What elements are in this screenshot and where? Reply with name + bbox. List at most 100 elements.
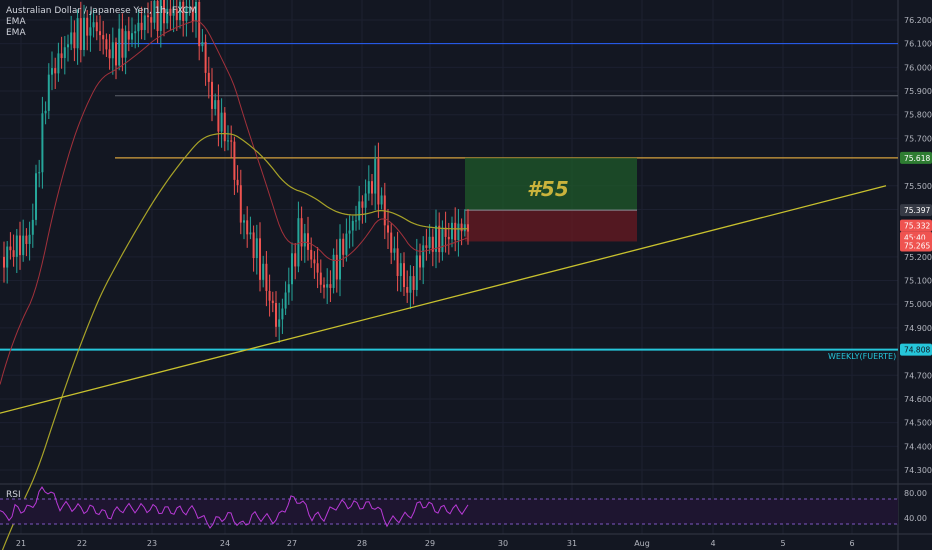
candle-body: [451, 222, 453, 240]
candle-body: [15, 235, 18, 257]
candle-body: [326, 284, 329, 288]
candle-body: [134, 31, 137, 34]
price-tick-label: 75.500: [904, 182, 932, 191]
candle-body: [169, 8, 172, 16]
candle-body: [259, 238, 261, 280]
candle-body: [342, 238, 345, 255]
candle-body: [252, 232, 255, 259]
candle-body: [102, 35, 105, 40]
candle-body: [393, 248, 396, 253]
ascending-trendline: [0, 185, 887, 414]
candle-body: [348, 230, 351, 234]
candle-body: [371, 181, 373, 194]
candle-body: [374, 158, 377, 194]
candle-body: [313, 259, 316, 264]
candle-body: [115, 42, 117, 66]
candle-body: [339, 238, 341, 280]
candle-body: [227, 140, 229, 142]
candle-body: [41, 113, 44, 173]
candle-body: [406, 287, 409, 293]
ema-indicator-2[interactable]: EMA: [6, 28, 26, 38]
price-tag-label: 75.618: [904, 154, 930, 163]
candle-body: [54, 68, 57, 74]
candle-body: [214, 100, 217, 109]
candle-body: [195, 1, 197, 22]
time-tick-label: 28: [357, 539, 367, 548]
candle-body: [147, 15, 149, 18]
candle-body: [191, 7, 194, 22]
candle-body: [358, 201, 361, 221]
candle-body: [377, 158, 380, 205]
candle-body: [163, 0, 165, 24]
candle-body: [220, 112, 223, 132]
candle-body: [3, 256, 5, 268]
candle-body: [297, 218, 300, 267]
candle-body: [246, 220, 249, 235]
stop-zone: [465, 210, 637, 242]
price-tag: [900, 343, 932, 356]
candle-body: [435, 225, 437, 252]
time-tick-label: 22: [77, 539, 87, 548]
weekly-label: WEEKLY(FUERTE): [828, 352, 897, 361]
price-tick-label: 74.300: [904, 466, 932, 475]
price-tick-label: 74.600: [904, 395, 932, 404]
candle-body: [9, 246, 12, 251]
candle-body: [239, 185, 242, 223]
candle-body: [19, 235, 21, 256]
symbol-title[interactable]: Australian Dollar / Japanese Yen, 1h, FX…: [6, 6, 197, 16]
candle-body: [150, 17, 153, 23]
candle-body: [233, 141, 236, 180]
time-tick-label: 24: [220, 539, 230, 548]
candle-body: [355, 220, 357, 222]
candle-body: [31, 219, 34, 235]
candle-body: [47, 74, 50, 111]
candle-body: [419, 255, 421, 268]
candle-body: [76, 18, 79, 49]
candle-body: [431, 236, 434, 252]
candle-body: [198, 1, 201, 47]
candle-body: [335, 254, 338, 280]
candle-body: [278, 319, 281, 327]
candle-body: [236, 179, 239, 186]
candle-body: [351, 220, 354, 231]
candle-body: [380, 195, 383, 205]
candle-body: [265, 263, 268, 291]
candle-body: [332, 254, 335, 288]
time-tick-label: 4: [710, 539, 715, 548]
candle-body: [409, 276, 412, 293]
candle-body: [284, 292, 287, 309]
rsi-label[interactable]: RSI: [6, 490, 21, 500]
candle-body: [230, 140, 233, 142]
price-tag-label: 75.265: [904, 241, 930, 250]
candle-body: [35, 173, 37, 220]
time-tick-label: Aug: [634, 539, 650, 548]
candle-body: [287, 284, 290, 293]
candle-body: [271, 300, 274, 304]
time-tick-label: 23: [147, 539, 157, 548]
candle-body: [387, 225, 389, 233]
price-tick-label: 76.100: [904, 40, 932, 49]
price-tag: [900, 219, 932, 232]
candle-body: [95, 22, 98, 32]
price-tick-label: 75.900: [904, 87, 932, 96]
candle-body: [79, 18, 82, 50]
candle-body: [159, 0, 162, 31]
candle-body: [166, 8, 169, 24]
price-tick-label: 75.700: [904, 134, 932, 143]
candle-body: [105, 39, 108, 50]
candle-body: [444, 227, 447, 237]
time-tick-label: 21: [16, 539, 26, 548]
candle-body: [454, 222, 457, 241]
candle-body: [28, 234, 31, 244]
candle-body: [137, 22, 140, 32]
price-tick-label: 76.000: [904, 63, 932, 72]
ema-indicator-1[interactable]: EMA: [6, 17, 26, 27]
candle-body: [249, 232, 252, 235]
candle-body: [124, 31, 127, 58]
price-tick-label: 75.100: [904, 277, 932, 286]
price-tag: [900, 151, 932, 164]
candle-body: [323, 284, 325, 288]
profit-zone: [465, 157, 637, 211]
candle-body: [127, 31, 130, 40]
